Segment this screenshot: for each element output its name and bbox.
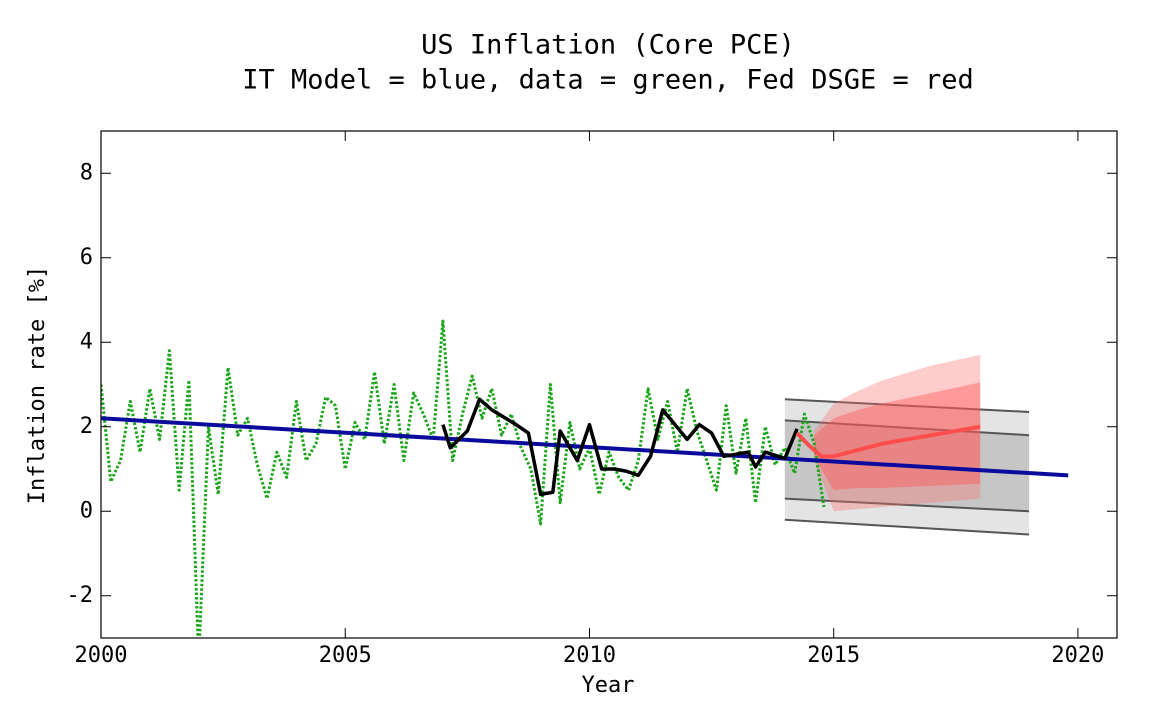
x-tick-label: 2010 [563, 643, 616, 668]
chart-title: US Inflation (Core PCE) [421, 30, 795, 61]
band-edge [784, 398, 1030, 413]
chart-subtitle: IT Model = blue, data = green, Fed DSGE … [242, 65, 974, 96]
y-tick-label: 8 [80, 160, 93, 185]
band-edge [784, 419, 1030, 437]
x-tick-label: 2000 [75, 643, 128, 668]
y-tick-label: 4 [80, 329, 93, 354]
y-tick-label: 0 [80, 498, 93, 523]
y-tick-label: 2 [80, 414, 93, 439]
series-line [101, 319, 826, 638]
x-tick-label: 2020 [1051, 643, 1104, 668]
band-edge [784, 518, 1030, 536]
series-line [795, 424, 981, 459]
x-tick-label: 2005 [319, 643, 372, 668]
y-tick-label: -2 [67, 583, 94, 608]
y-axis-label: Inflation rate [%] [25, 266, 50, 504]
series-line [441, 397, 799, 497]
band-edge [784, 497, 1030, 513]
band [814, 354, 981, 512]
plot-area [101, 319, 1069, 638]
x-axis-label: Year [582, 673, 635, 698]
y-tick-label: 6 [80, 245, 93, 270]
x-tick-label: 2015 [807, 643, 860, 668]
series-line [101, 416, 1069, 478]
plot-frame [100, 130, 1118, 639]
